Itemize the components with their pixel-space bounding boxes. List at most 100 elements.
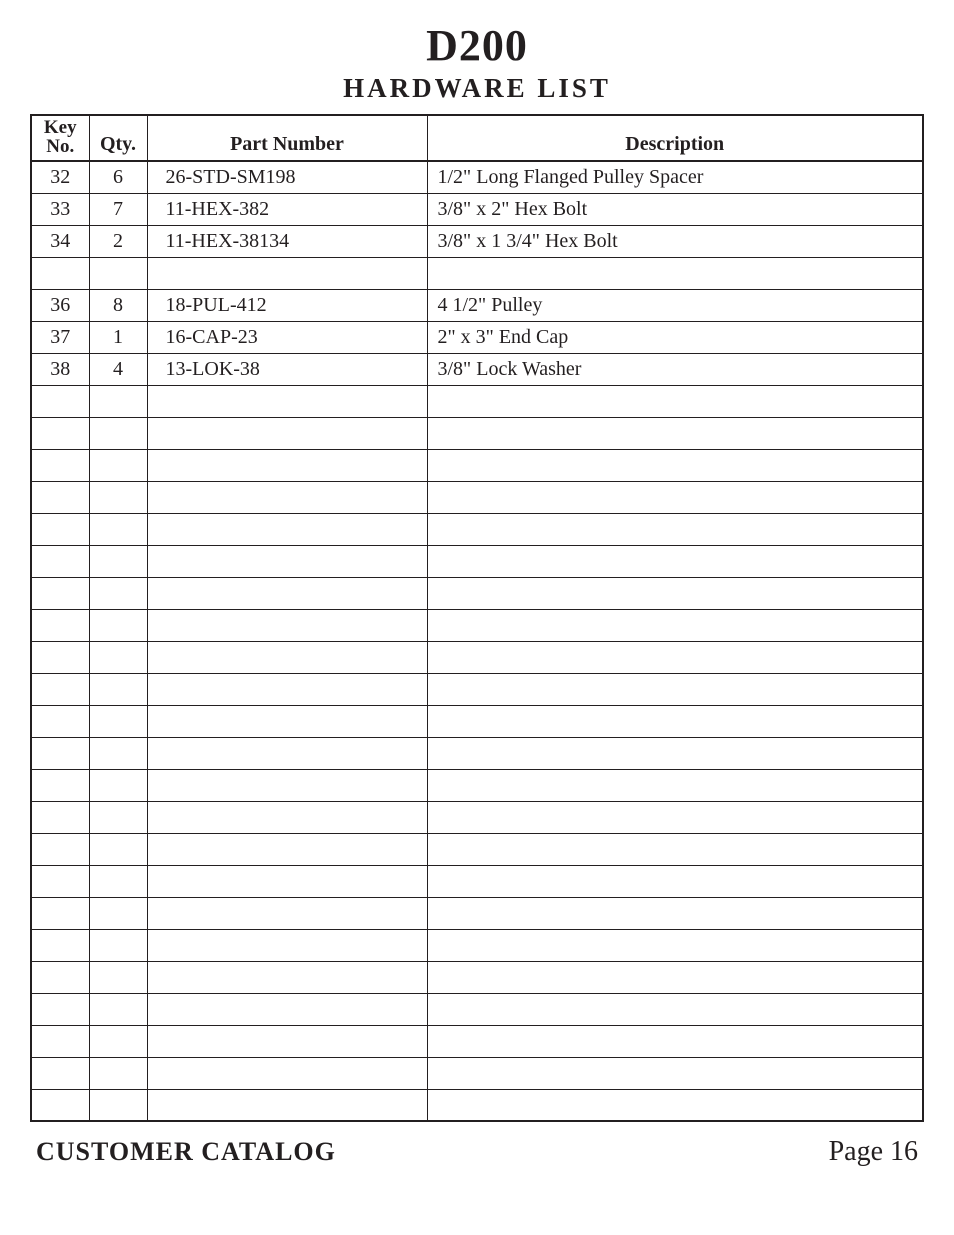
- cell-qty: [89, 833, 147, 865]
- col-header-part-number: Part Number: [147, 115, 427, 161]
- table-row: [31, 449, 923, 481]
- cell-qty: [89, 705, 147, 737]
- cell-description: [427, 641, 923, 673]
- cell-description: 3/8" x 2" Hex Bolt: [427, 193, 923, 225]
- cell-description: [427, 737, 923, 769]
- cell-part-number: [147, 1057, 427, 1089]
- cell-part-number: [147, 1089, 427, 1121]
- cell-description: [427, 1057, 923, 1089]
- table-row: [31, 673, 923, 705]
- cell-key-no: [31, 257, 89, 289]
- cell-qty: [89, 609, 147, 641]
- cell-key-no: [31, 545, 89, 577]
- cell-key-no: [31, 769, 89, 801]
- cell-key-no: [31, 705, 89, 737]
- cell-qty: [89, 865, 147, 897]
- table-row: 34211-HEX-381343/8" x 1 3/4" Hex Bolt: [31, 225, 923, 257]
- cell-qty: 8: [89, 289, 147, 321]
- cell-qty: [89, 1089, 147, 1121]
- table-row: 37116-CAP-232" x 3" End Cap: [31, 321, 923, 353]
- cell-part-number: [147, 929, 427, 961]
- cell-part-number: [147, 417, 427, 449]
- table-row: [31, 705, 923, 737]
- cell-key-no: [31, 897, 89, 929]
- cell-qty: [89, 257, 147, 289]
- cell-key-no: [31, 865, 89, 897]
- cell-qty: [89, 961, 147, 993]
- cell-description: 3/8" Lock Washer: [427, 353, 923, 385]
- cell-qty: [89, 417, 147, 449]
- cell-description: [427, 545, 923, 577]
- page-subtitle: HARDWARE LIST: [30, 73, 924, 104]
- cell-description: [427, 481, 923, 513]
- cell-part-number: 13-LOK-38: [147, 353, 427, 385]
- table-row: [31, 993, 923, 1025]
- cell-part-number: [147, 385, 427, 417]
- col-header-key-no: Key No.: [31, 115, 89, 161]
- cell-part-number: [147, 801, 427, 833]
- cell-part-number: [147, 449, 427, 481]
- cell-description: [427, 865, 923, 897]
- cell-qty: [89, 673, 147, 705]
- cell-key-no: 37: [31, 321, 89, 353]
- table-row: [31, 513, 923, 545]
- cell-part-number: 26-STD-SM198: [147, 161, 427, 193]
- table-row: [31, 1057, 923, 1089]
- cell-description: [427, 385, 923, 417]
- table-row: [31, 769, 923, 801]
- cell-part-number: 11-HEX-38134: [147, 225, 427, 257]
- cell-description: [427, 1089, 923, 1121]
- page-footer: CUSTOMER CATALOG Page 16: [30, 1136, 924, 1168]
- cell-part-number: [147, 609, 427, 641]
- table-row: [31, 609, 923, 641]
- cell-description: [427, 257, 923, 289]
- cell-description: [427, 801, 923, 833]
- table-row: 38413-LOK-383/8" Lock Washer: [31, 353, 923, 385]
- cell-description: [427, 769, 923, 801]
- cell-key-no: [31, 801, 89, 833]
- cell-description: [427, 833, 923, 865]
- cell-part-number: [147, 577, 427, 609]
- cell-qty: [89, 929, 147, 961]
- cell-qty: [89, 1057, 147, 1089]
- cell-description: [427, 609, 923, 641]
- cell-key-no: 32: [31, 161, 89, 193]
- col-header-qty: Qty.: [89, 115, 147, 161]
- cell-description: 3/8" x 1 3/4" Hex Bolt: [427, 225, 923, 257]
- cell-qty: [89, 769, 147, 801]
- table-row: [31, 865, 923, 897]
- cell-key-no: [31, 481, 89, 513]
- hardware-table: Key No. Qty. Part Number Description 326…: [30, 114, 924, 1122]
- cell-description: [427, 961, 923, 993]
- table-row: [31, 801, 923, 833]
- cell-key-no: [31, 609, 89, 641]
- cell-qty: [89, 449, 147, 481]
- cell-key-no: [31, 833, 89, 865]
- cell-key-no: [31, 1057, 89, 1089]
- cell-qty: [89, 513, 147, 545]
- cell-key-no: [31, 1089, 89, 1121]
- cell-qty: 1: [89, 321, 147, 353]
- cell-description: 4 1/2" Pulley: [427, 289, 923, 321]
- cell-description: [427, 705, 923, 737]
- cell-description: 2" x 3" End Cap: [427, 321, 923, 353]
- cell-key-no: [31, 449, 89, 481]
- cell-qty: [89, 737, 147, 769]
- title-block: D200 HARDWARE LIST: [30, 20, 924, 104]
- table-body: 32626-STD-SM1981/2" Long Flanged Pulley …: [31, 161, 923, 1121]
- cell-qty: [89, 481, 147, 513]
- cell-qty: 2: [89, 225, 147, 257]
- cell-part-number: 11-HEX-382: [147, 193, 427, 225]
- cell-part-number: 18-PUL-412: [147, 289, 427, 321]
- cell-part-number: [147, 545, 427, 577]
- cell-part-number: [147, 737, 427, 769]
- table-row: [31, 929, 923, 961]
- cell-key-no: [31, 577, 89, 609]
- table-row: [31, 961, 923, 993]
- table-row: [31, 257, 923, 289]
- cell-description: [427, 993, 923, 1025]
- table-row: 32626-STD-SM1981/2" Long Flanged Pulley …: [31, 161, 923, 193]
- cell-part-number: [147, 897, 427, 929]
- cell-part-number: [147, 257, 427, 289]
- table-row: [31, 897, 923, 929]
